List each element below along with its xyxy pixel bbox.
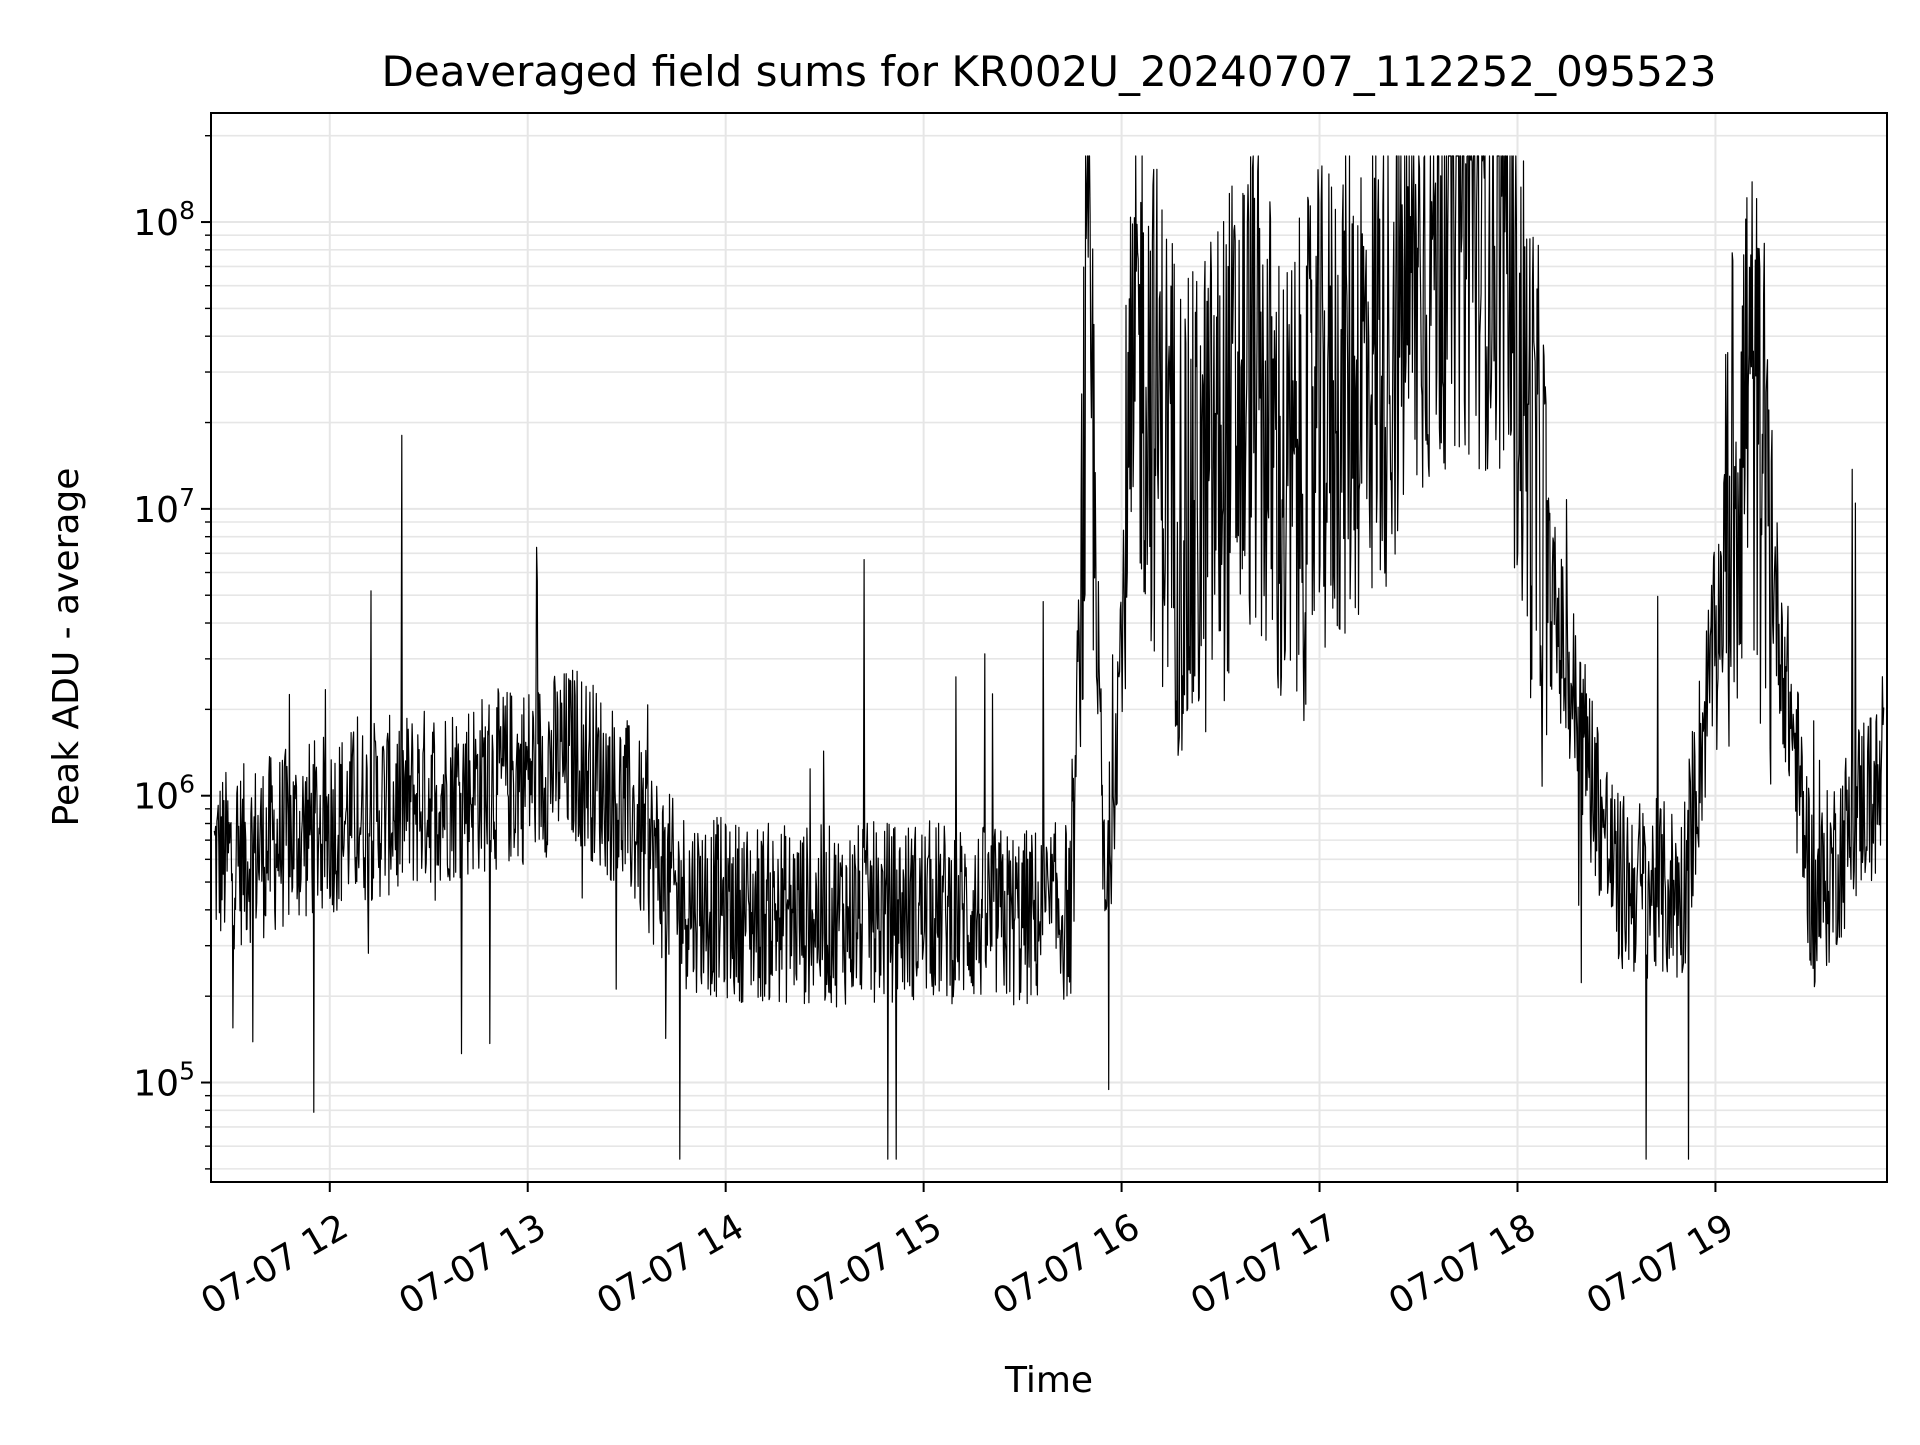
x-axis-label: Time — [1004, 1360, 1093, 1401]
series-line — [213, 155, 1885, 1160]
y-tick-label: 107 — [133, 483, 195, 531]
data-series — [213, 155, 1885, 1160]
y-axis-label: Peak ADU - average — [46, 468, 87, 827]
chart-title: Deaveraged field sums for KR002U_2024070… — [382, 47, 1717, 96]
plot-area-frame — [210, 112, 1888, 1183]
y-tick-label: 106 — [133, 770, 195, 818]
y-tick-label: 105 — [133, 1057, 195, 1105]
y-tick-label: 108 — [133, 196, 195, 244]
